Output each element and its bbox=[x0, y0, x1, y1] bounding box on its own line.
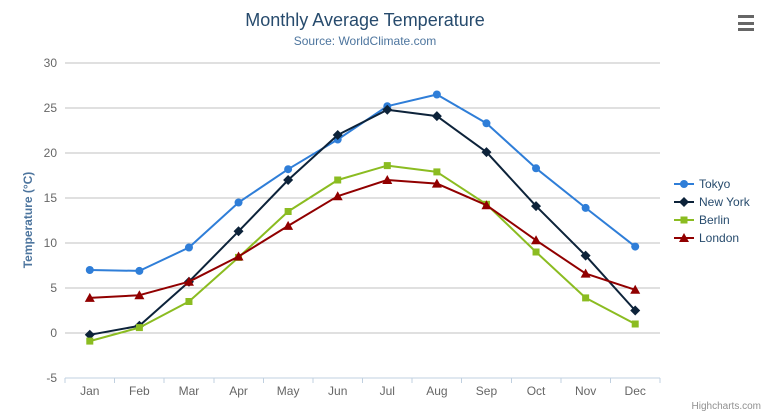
data-point-marker[interactable] bbox=[233, 251, 244, 261]
data-point-marker[interactable] bbox=[580, 250, 591, 261]
data-point-marker[interactable] bbox=[135, 324, 143, 332]
x-axis-tick-label: Feb bbox=[129, 384, 150, 398]
data-point-marker bbox=[679, 233, 689, 242]
export-menu-button[interactable] bbox=[735, 13, 757, 33]
legend-marker-diamond-icon bbox=[674, 197, 694, 207]
data-point-marker[interactable] bbox=[135, 266, 144, 275]
legend-marker-triangle-icon bbox=[674, 233, 694, 242]
x-axis-tick-label: Jun bbox=[328, 384, 347, 398]
y-axis-tick-label: 30 bbox=[44, 56, 58, 70]
data-point-marker[interactable] bbox=[481, 147, 492, 158]
data-point-marker[interactable] bbox=[382, 175, 393, 184]
legend-marker-square-icon bbox=[674, 216, 694, 224]
y-axis-tick-label: 20 bbox=[44, 146, 58, 160]
highcharts-credit-link[interactable]: Highcharts.com bbox=[691, 401, 761, 412]
legend-item-new-york[interactable]: New York bbox=[674, 193, 750, 211]
data-point-marker[interactable] bbox=[532, 164, 541, 173]
data-point-marker[interactable] bbox=[581, 203, 590, 212]
x-axis-tick-label: Jan bbox=[80, 384, 99, 398]
data-point-marker[interactable] bbox=[432, 90, 441, 99]
y-axis-tick-label: 5 bbox=[50, 281, 57, 295]
x-axis-tick-label: Aug bbox=[426, 384, 447, 398]
data-point-marker[interactable] bbox=[431, 178, 442, 188]
x-axis-tick-label: Sep bbox=[476, 384, 498, 398]
y-axis-tick-label: -5 bbox=[46, 371, 57, 385]
data-point-marker[interactable] bbox=[334, 176, 342, 184]
x-axis-tick-label: Apr bbox=[229, 384, 248, 398]
series-line-berlin[interactable] bbox=[88, 164, 637, 343]
x-axis-tick-label: Dec bbox=[625, 384, 646, 398]
hamburger-icon bbox=[738, 21, 754, 25]
data-point-marker bbox=[680, 216, 688, 224]
legend-marker-circle-icon bbox=[674, 180, 694, 188]
data-point-marker[interactable] bbox=[84, 292, 95, 302]
legend-item-berlin[interactable]: Berlin bbox=[674, 211, 750, 229]
hamburger-icon bbox=[738, 28, 754, 31]
data-point-marker bbox=[679, 197, 689, 207]
data-point-marker[interactable] bbox=[431, 111, 442, 122]
data-point-marker[interactable] bbox=[433, 168, 441, 176]
x-axis-tick-label: Nov bbox=[575, 384, 596, 398]
data-point-marker[interactable] bbox=[481, 200, 492, 210]
chart-subtitle: Source: WorldClimate.com bbox=[293, 34, 437, 48]
data-point-marker[interactable] bbox=[332, 130, 343, 140]
data-point-marker[interactable] bbox=[631, 320, 639, 328]
data-point-marker[interactable] bbox=[482, 119, 491, 128]
data-point-marker[interactable] bbox=[234, 198, 243, 207]
y-axis-tick-label: 25 bbox=[44, 101, 58, 115]
data-point-marker[interactable] bbox=[383, 162, 391, 170]
data-point-marker[interactable] bbox=[86, 337, 94, 345]
data-point-marker[interactable] bbox=[184, 243, 193, 252]
data-point-marker[interactable] bbox=[630, 284, 641, 294]
data-point-marker[interactable] bbox=[580, 268, 591, 278]
legend-label: New York bbox=[699, 195, 750, 209]
data-point-marker[interactable] bbox=[631, 242, 640, 251]
data-point-marker[interactable] bbox=[85, 266, 94, 274]
legend-label: Tokyo bbox=[699, 177, 731, 191]
data-point-marker[interactable] bbox=[183, 276, 194, 286]
data-point-marker[interactable] bbox=[630, 305, 641, 316]
data-point-marker[interactable] bbox=[185, 298, 193, 305]
x-axis-tick-label: Oct bbox=[527, 384, 546, 398]
data-point-marker[interactable] bbox=[233, 226, 244, 237]
data-point-marker[interactable] bbox=[532, 248, 540, 256]
data-point-marker[interactable] bbox=[283, 220, 294, 230]
data-point-marker[interactable] bbox=[284, 165, 293, 174]
data-point-marker[interactable] bbox=[332, 191, 343, 201]
legend-item-london[interactable]: London bbox=[674, 229, 750, 247]
series-line-tokyo[interactable] bbox=[88, 93, 637, 272]
series-line-new-york[interactable] bbox=[88, 108, 637, 336]
data-point-marker[interactable] bbox=[134, 290, 145, 300]
legend-label: Berlin bbox=[699, 213, 730, 227]
data-point-marker bbox=[680, 180, 688, 188]
x-axis-tick-label: Mar bbox=[179, 384, 200, 398]
data-point-marker[interactable] bbox=[582, 294, 590, 302]
data-point-marker[interactable] bbox=[382, 104, 393, 115]
legend: Tokyo New York Berlin London bbox=[674, 175, 750, 247]
y-axis-tick-label: 15 bbox=[44, 191, 58, 205]
data-point-marker[interactable] bbox=[531, 235, 542, 245]
data-point-marker[interactable] bbox=[84, 329, 95, 340]
y-axis-tick-label: 0 bbox=[50, 326, 57, 340]
hamburger-icon bbox=[738, 15, 754, 18]
x-axis-tick-label: May bbox=[277, 384, 300, 398]
data-point-marker[interactable] bbox=[283, 175, 294, 185]
chart-title: Monthly Average Temperature bbox=[245, 10, 485, 30]
x-axis-tick-label: Jul bbox=[380, 384, 395, 398]
y-axis-tick-label: 10 bbox=[44, 236, 58, 250]
legend-item-tokyo[interactable]: Tokyo bbox=[674, 175, 750, 193]
legend-label: London bbox=[699, 231, 740, 245]
series-line-london[interactable] bbox=[88, 179, 637, 299]
data-point-marker[interactable] bbox=[531, 201, 542, 212]
data-point-marker[interactable] bbox=[284, 208, 292, 215]
